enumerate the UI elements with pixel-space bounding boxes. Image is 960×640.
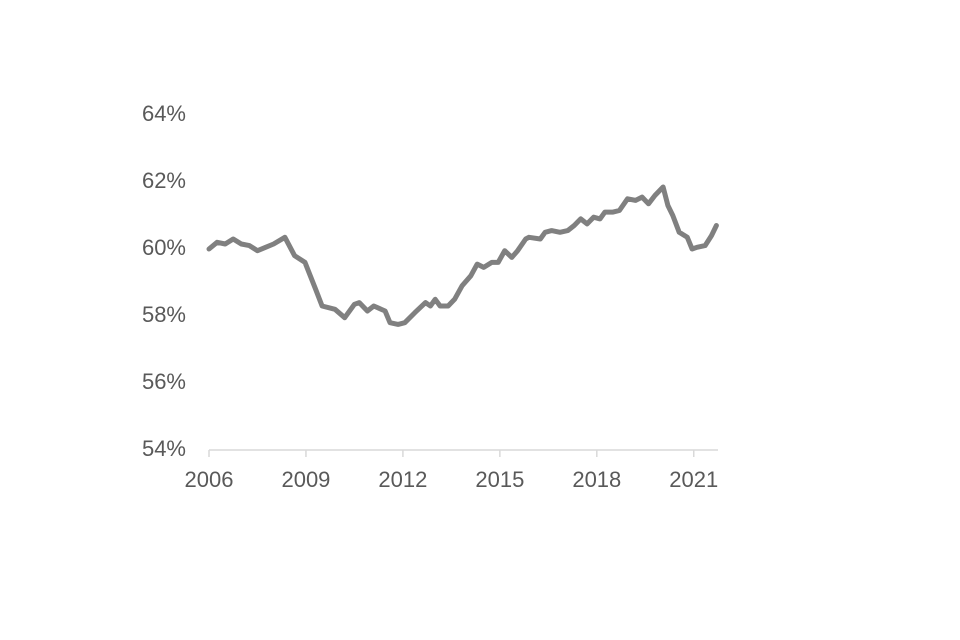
x-tick-label: 2006 — [185, 467, 234, 492]
y-tick-label: 60% — [142, 235, 186, 260]
x-tick-label: 2009 — [281, 467, 330, 492]
x-tick-label: 2021 — [669, 467, 718, 492]
x-tick-label: 2012 — [378, 467, 427, 492]
x-tick-label: 2015 — [475, 467, 524, 492]
x-tick-label: 2018 — [572, 467, 621, 492]
y-tick-label: 62% — [142, 168, 186, 193]
y-tick-label: 54% — [142, 436, 186, 461]
y-tick-label: 64% — [142, 101, 186, 126]
y-tick-label: 56% — [142, 369, 186, 394]
y-tick-label: 58% — [142, 302, 186, 327]
data-line — [206, 184, 719, 327]
